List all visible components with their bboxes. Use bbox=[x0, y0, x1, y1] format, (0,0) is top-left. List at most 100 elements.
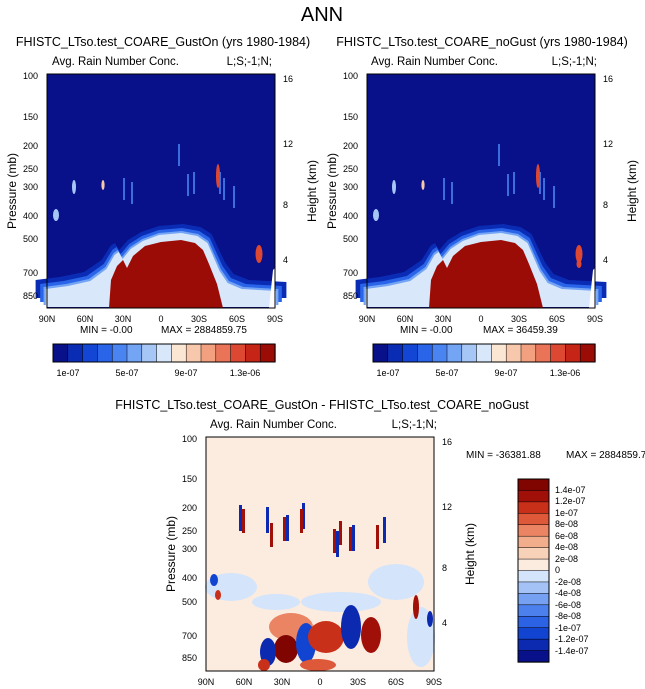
min-stat: MIN = -0.00 bbox=[80, 325, 133, 336]
contour-blob bbox=[427, 611, 433, 627]
x-tick-label: 90S bbox=[267, 314, 283, 324]
y-axis-label: Pressure (mb) bbox=[5, 153, 19, 229]
x-tick-label: 60N bbox=[77, 314, 94, 324]
colorbar-swatch bbox=[431, 343, 448, 363]
colorbar-swatch bbox=[517, 593, 550, 606]
y2-tick-label: 16 bbox=[603, 74, 613, 84]
y-axis-label: Pressure (mb) bbox=[325, 153, 339, 229]
colorbar bbox=[517, 478, 550, 663]
x-tick-label: 60S bbox=[549, 314, 565, 324]
colorbar-swatch bbox=[517, 570, 550, 583]
colorbar-swatch bbox=[517, 627, 550, 640]
contour-streak bbox=[270, 523, 273, 547]
contour-blob bbox=[216, 164, 220, 188]
variable-label: Avg. Rain Number Conc. bbox=[210, 419, 337, 431]
colorbar-swatch bbox=[505, 343, 522, 363]
contour-streak bbox=[219, 172, 221, 194]
colorbar-swatch bbox=[461, 343, 478, 363]
y-tick-label: 700 bbox=[182, 631, 197, 641]
contour-blob bbox=[308, 621, 344, 653]
y2-axis-label: Height (km) bbox=[305, 160, 319, 222]
y2-tick-label: 12 bbox=[603, 139, 613, 149]
colorbar-tick: 1.4e-07 bbox=[555, 485, 586, 495]
contour-blob bbox=[536, 164, 540, 188]
colorbar-swatch bbox=[491, 343, 507, 363]
colorbar-tick: -4e-08 bbox=[555, 588, 581, 598]
colorbar-tick: 5e-07 bbox=[435, 368, 458, 378]
colorbar-tick: -2e-08 bbox=[555, 577, 581, 587]
colorbar-swatch bbox=[82, 343, 99, 363]
contour-blob bbox=[101, 180, 105, 190]
y-tick-label: 850 bbox=[182, 653, 197, 663]
contour-field bbox=[355, 74, 607, 308]
contour-streak bbox=[336, 531, 339, 557]
y2-tick-label: 16 bbox=[283, 74, 293, 84]
x-tick-label: 60N bbox=[397, 314, 414, 324]
colorbar-swatch bbox=[417, 343, 433, 363]
contour-blob bbox=[215, 590, 221, 600]
contour-streak bbox=[513, 172, 515, 194]
x-tick-label: 90N bbox=[39, 314, 56, 324]
colorbar-swatch bbox=[565, 343, 581, 363]
contour-streak bbox=[507, 174, 509, 196]
colorbar-tick: -1e-07 bbox=[555, 623, 581, 633]
y-tick-label: 300 bbox=[182, 544, 197, 554]
y-tick-label: 400 bbox=[23, 211, 38, 221]
y2-tick-label: 4 bbox=[283, 255, 288, 265]
contour-blob bbox=[361, 617, 381, 653]
colorbar-swatch bbox=[517, 535, 550, 549]
contour-streak bbox=[300, 509, 303, 533]
colorbar-swatch bbox=[126, 343, 143, 363]
y-tick-label: 500 bbox=[23, 234, 38, 244]
x-tick-label: 60N bbox=[236, 677, 253, 687]
x-tick-label: 60S bbox=[388, 677, 404, 687]
y-tick-label: 850 bbox=[343, 291, 358, 301]
contour-blob bbox=[368, 564, 424, 600]
contour-blob bbox=[252, 594, 300, 610]
y-tick-label: 100 bbox=[343, 71, 358, 81]
colorbar-swatch bbox=[52, 343, 69, 363]
contour-streak bbox=[539, 172, 541, 194]
x-tick-label: 0 bbox=[478, 314, 483, 324]
x-tick-label: 30S bbox=[191, 314, 207, 324]
colorbar-swatch bbox=[200, 343, 217, 363]
contour-blob bbox=[341, 605, 361, 649]
contour-blob bbox=[576, 260, 582, 268]
panel-difference: FHISTC_LTso.test_COARE_GustOn - FHISTC_L… bbox=[115, 398, 645, 687]
y-tick-label: 250 bbox=[23, 164, 38, 174]
y-tick-label: 200 bbox=[23, 141, 38, 151]
colorbar-tick: 1e-07 bbox=[555, 508, 578, 518]
colorbar-swatch bbox=[245, 343, 261, 363]
y-tick-label: 850 bbox=[23, 291, 38, 301]
x-tick-label: 30S bbox=[350, 677, 366, 687]
y-tick-label: 500 bbox=[182, 597, 197, 607]
y-tick-label: 150 bbox=[182, 474, 197, 484]
contour-streak bbox=[286, 515, 289, 541]
colorbar-swatch bbox=[259, 343, 276, 363]
colorbar-tick: 1e-07 bbox=[376, 368, 399, 378]
y2-tick-label: 8 bbox=[442, 563, 447, 573]
contour-streak bbox=[339, 521, 342, 545]
colorbar-swatch bbox=[517, 638, 550, 652]
contour-blob bbox=[274, 635, 298, 663]
contour-streak bbox=[193, 172, 195, 194]
y2-tick-label: 12 bbox=[283, 139, 293, 149]
colorbar-tick: 6e-08 bbox=[555, 531, 578, 541]
colorbar-tick: 1.3e-06 bbox=[550, 368, 581, 378]
contour-blob bbox=[53, 209, 59, 221]
panel-title: FHISTC_LTso.test_COARE_GustOn (yrs 1980-… bbox=[16, 35, 310, 49]
y-tick-label: 100 bbox=[182, 434, 197, 444]
contour-streak bbox=[352, 525, 355, 551]
colorbar-swatch bbox=[215, 343, 232, 363]
contour-blob bbox=[255, 245, 263, 263]
contour-blob bbox=[258, 659, 270, 671]
contour-streak bbox=[131, 182, 133, 204]
y2-axis-label: Height (km) bbox=[625, 160, 639, 222]
contour-streak bbox=[302, 503, 305, 529]
colorbar-tick: -6e-08 bbox=[555, 600, 581, 610]
x-tick-label: 0 bbox=[158, 314, 163, 324]
variable-label: Avg. Rain Number Conc. bbox=[52, 56, 179, 68]
colorbar-swatch bbox=[520, 343, 537, 363]
contour-band bbox=[429, 240, 543, 308]
